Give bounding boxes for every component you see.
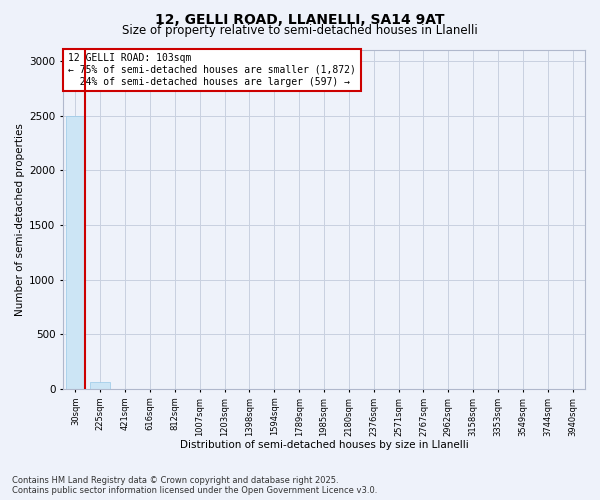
Y-axis label: Number of semi-detached properties: Number of semi-detached properties bbox=[15, 123, 25, 316]
Bar bbox=[65, 116, 85, 389]
X-axis label: Distribution of semi-detached houses by size in Llanelli: Distribution of semi-detached houses by … bbox=[179, 440, 469, 450]
Bar bbox=[91, 382, 110, 389]
Text: 12 GELLI ROAD: 103sqm
← 75% of semi-detached houses are smaller (1,872)
  24% of: 12 GELLI ROAD: 103sqm ← 75% of semi-deta… bbox=[68, 54, 356, 86]
Text: Contains HM Land Registry data © Crown copyright and database right 2025.
Contai: Contains HM Land Registry data © Crown c… bbox=[12, 476, 377, 495]
Text: 12, GELLI ROAD, LLANELLI, SA14 9AT: 12, GELLI ROAD, LLANELLI, SA14 9AT bbox=[155, 12, 445, 26]
Text: Size of property relative to semi-detached houses in Llanelli: Size of property relative to semi-detach… bbox=[122, 24, 478, 37]
